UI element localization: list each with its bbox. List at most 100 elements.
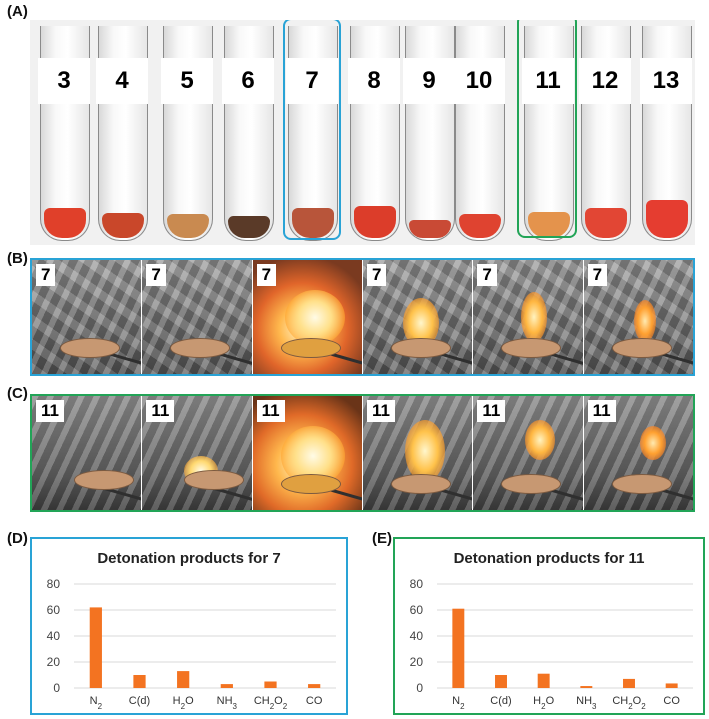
powder-sample [292,208,334,238]
sequence-frame: 11 [252,396,363,510]
panel-label-a: (A) [7,3,28,20]
tube-label: 7 [286,58,338,104]
tube-label: 5 [161,58,213,104]
tube-label: 13 [640,58,692,104]
frame-label: 7 [587,264,608,286]
ignition-sequence-11: 11 11 11 11 11 11 [30,394,695,512]
sample-dish [501,474,562,494]
frame-label: 11 [477,400,506,422]
test-tube: 12 [579,26,631,241]
tube-label: 3 [38,58,90,104]
frame-label: 11 [146,400,175,422]
frame-label: 7 [366,264,387,286]
panel-label-c: (C) [7,385,28,402]
powder-sample [167,214,209,238]
flame [284,290,345,345]
flame [404,420,445,482]
sequence-frame: 11 [362,396,474,510]
sequence-frame: 7 [142,260,253,374]
x-tick-label: CH2O2 [254,695,288,711]
chart-title: Detonation products for 7 [97,550,280,567]
test-tube: 8 [348,26,400,241]
test-tube: 10 [453,26,505,241]
sample-dish [390,474,451,494]
y-tick-label: 40 [410,629,424,643]
bar [580,686,593,688]
y-tick-label: 20 [410,655,424,669]
bar [220,684,233,688]
tube-label: 10 [453,58,505,104]
x-tick-label: CO [663,695,680,707]
bar [308,684,321,688]
y-tick-label: 20 [47,655,61,669]
chart-detonation-products-7: Detonation products for 7 0 20 40 60 80 N2 C(d)… [30,537,348,715]
powder-sample [528,212,570,238]
powder-sample [354,206,396,238]
test-tube: 7 [286,26,338,241]
sequence-frame: 11 [583,396,693,510]
bar [537,673,550,688]
compound-7-highlight [283,20,341,240]
sample-dish [611,474,672,494]
chart-detonation-products-11: Detonation products for 11 0 20 40 60 80 N2 C(d… [393,537,705,715]
frame-label: 11 [256,400,285,422]
powder-sample [44,208,86,238]
panel-label-e: (E) [372,530,392,547]
x-tick-label: N2 [452,695,465,711]
sequence-frame: 7 [473,260,584,374]
chart-title: Detonation products for 11 [454,550,645,567]
frame-label: 11 [36,400,64,422]
frame-label: 7 [36,264,56,286]
test-tube: 13 [640,26,692,241]
y-tick-label: 80 [47,577,61,591]
x-tick-label: H2O [173,695,194,711]
x-tick-label: N2 [90,695,103,711]
x-tick-label: H2O [533,695,554,711]
sequence-frame: 7 [32,260,143,374]
sample-dish [60,338,120,358]
compound-11-highlight [517,20,577,238]
powder-sample [585,208,627,238]
bar [89,607,102,688]
test-tube: 4 [96,26,148,241]
tube-label: 11 [522,58,574,104]
tube-label: 6 [222,58,274,104]
x-tick-label: CH2O2 [612,695,646,711]
test-tube: 11 [522,26,574,241]
sample-dish [280,474,341,494]
frame-label: 11 [587,400,616,422]
flame [639,426,666,460]
powder-sample [459,214,501,238]
frame-label: 7 [477,264,497,286]
x-tick-label: CO [306,695,323,707]
bar [177,671,190,688]
powder-sample [409,220,451,238]
bar [495,675,507,688]
sample-dish [170,338,231,358]
flame [633,300,656,342]
tube-label: 9 [403,58,455,104]
bar-chart-svg: Detonation products for 7 0 20 40 60 80 N2 C(d)… [47,550,336,711]
sample-dish [611,338,672,358]
test-tube: 9 [403,26,455,241]
y-tick-label: 40 [47,629,61,643]
sample-dish [390,338,451,358]
bar [665,683,678,688]
sequence-frame: 7 [252,260,363,374]
test-tubes-photo: 3 4 5 6 7 8 9 10 11 12 13 [30,20,695,245]
sequence-frame: 7 [583,260,693,374]
powder-sample [228,216,270,238]
powder-sample [102,213,144,238]
powder-sample [646,200,688,238]
bar [623,678,635,688]
x-tick-label: C(d) [129,695,150,707]
sample-dish [74,470,134,490]
y-tick-label: 60 [410,603,424,617]
tube-label: 12 [579,58,631,104]
frame-label: 11 [366,400,395,422]
sequence-frame: 11 [473,396,584,510]
bar [452,608,465,688]
x-tick-label: NH3 [576,695,597,711]
sequence-frame: 11 [32,396,143,510]
panel-label-b: (B) [7,250,28,267]
